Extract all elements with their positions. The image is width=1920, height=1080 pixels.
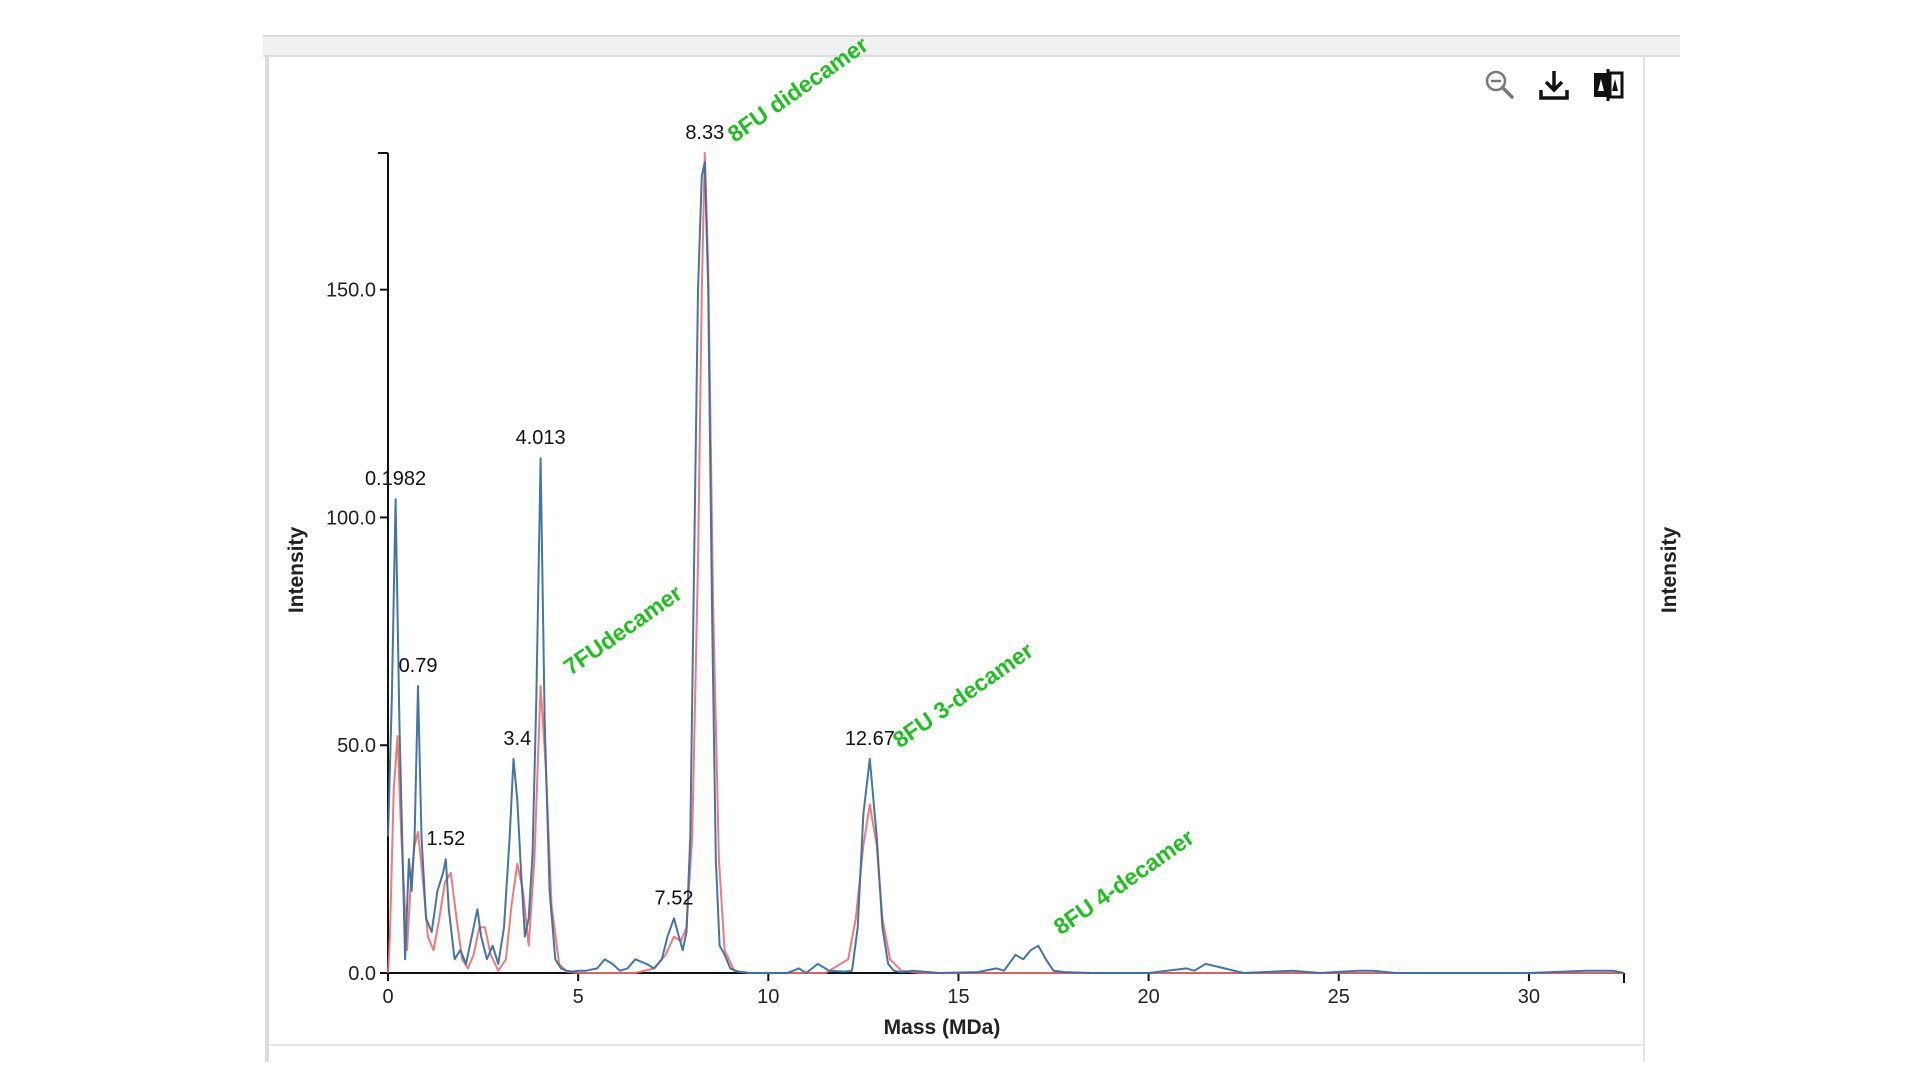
series <box>387 152 1625 974</box>
x-tick-label: 0 <box>382 986 393 1008</box>
chart-toolbar <box>1480 65 1640 105</box>
peak-label: 7.52 <box>655 887 694 909</box>
y-axis-title: Intensity <box>285 527 308 614</box>
y-tick-label: 0.0 <box>348 963 376 985</box>
x-tick-label: 25 <box>1328 986 1350 1008</box>
zoom-out-icon <box>1485 70 1514 99</box>
compare-icon <box>1594 69 1624 101</box>
peak-annotation: 8FU 4-decamer <box>1049 824 1199 940</box>
y-tick-label: 100.0 <box>326 507 376 529</box>
peak-label: 4.013 <box>516 427 566 449</box>
peak-label: 0.1982 <box>365 468 426 490</box>
x-axis-title: Mass (MDa) <box>884 1016 1001 1039</box>
peak-annotation: 7FUdecamer <box>559 580 687 681</box>
x-tick-label: 15 <box>947 986 969 1008</box>
y-axis-title-right: Intensity <box>1658 527 1681 614</box>
ticks: 0 5 10 15 20 25 30 0.0 50.0 100.0 150.0 <box>326 280 1540 1008</box>
peak-label: 0.79 <box>399 655 438 677</box>
x-tick-label: 10 <box>757 986 779 1008</box>
y-tick-label: 150.0 <box>326 280 376 302</box>
annotations: 8FU didecamer 7FUdecamer 8FU 3-decamer8FU … <box>559 31 1199 940</box>
peak-annotation: 8FU didecamer <box>723 31 873 147</box>
peak-labels: 0.1982 0.79 1.52 3.4 4.013 7.52 8.33 12.67 <box>365 122 895 909</box>
panel-divider[interactable] <box>1643 55 1645 1062</box>
peak-annotation: 8FU 3-decamer <box>888 637 1038 753</box>
axes <box>378 152 1625 983</box>
peak-label: 8.33 <box>685 122 724 144</box>
x-tick-label: 20 <box>1137 986 1159 1008</box>
peak-label: 3.4 <box>503 728 531 750</box>
series-line-raw <box>387 161 1625 974</box>
panel-left-border <box>265 55 269 1062</box>
x-tick-label: 5 <box>573 986 584 1008</box>
peak-label: 12.67 <box>845 728 895 750</box>
panel-bottom-border <box>269 1044 1643 1046</box>
download-button[interactable] <box>1534 65 1574 105</box>
zoom-out-button[interactable] <box>1480 65 1520 105</box>
download-icon <box>1539 71 1569 100</box>
series-line-fit <box>387 152 1624 974</box>
panel-top-bar <box>263 37 1680 57</box>
compare-button[interactable] <box>1588 65 1628 105</box>
x-tick-label: 30 <box>1518 986 1540 1008</box>
chart-panel <box>263 35 1680 1062</box>
y-tick-label: 50.0 <box>337 735 376 757</box>
peak-label: 1.52 <box>426 828 465 850</box>
